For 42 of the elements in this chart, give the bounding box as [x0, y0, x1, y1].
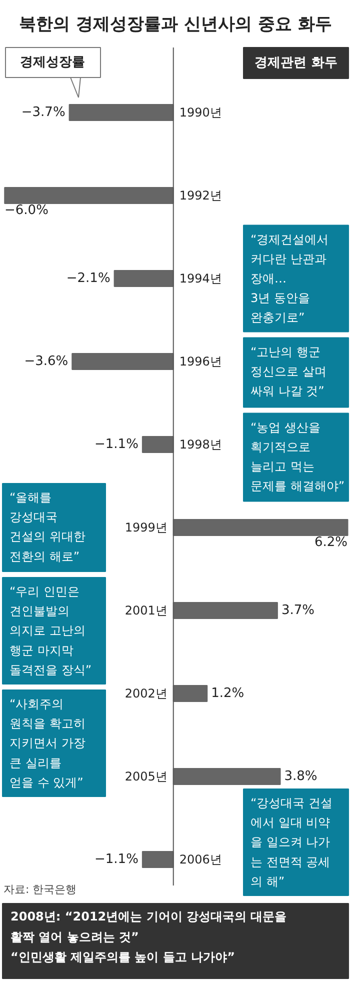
y-tick-label: 1990년: [179, 106, 222, 120]
y-tick-label: 2006년: [179, 852, 222, 866]
chart-title: 북한의 경제성장률과 신년사의 중요 화두: [19, 14, 332, 34]
data-label: −3.7%: [21, 105, 66, 120]
annotation: “올해를 강성대국 건설의 위대한 전환의 해로”: [10, 490, 86, 564]
bar: [72, 353, 174, 370]
annotation: 경제관련 화두: [254, 56, 338, 70]
data-label: −1.1%: [94, 437, 138, 452]
bar: [4, 187, 174, 204]
y-tick-label: 2001년: [124, 604, 168, 618]
y-tick-label: 1998년: [179, 438, 222, 452]
y-tick-label: 2002년: [124, 686, 168, 700]
annotation: “농업 생산을 획기적으로 늘리고 먹는 문제를 해결해야”: [250, 420, 345, 494]
bar: [68, 104, 174, 121]
bar: [142, 436, 174, 453]
y-tick-label: 1992년: [179, 188, 222, 202]
bar: [114, 270, 174, 287]
bar: [172, 519, 348, 536]
data-label: −6.0%: [4, 203, 48, 218]
text: 2008년: “2012년에는 기어이 강성대국의 대문을 활짝 열어 놓으려는 것” “인민생활 제일주의를 높이 들고 나가야”: [10, 910, 287, 964]
annotation: “고난의 행군 정신으로 살며 싸워 나갈 것”: [250, 344, 326, 398]
annotation: “강성대국 건설 에서 일대 비약 을 일으켜 나가 는 전면적 공세 의 해”: [250, 796, 333, 888]
y-tick-label: 1994년: [179, 272, 222, 286]
annotation: “우리 인민은 견인불발의 의지로 고난의 행군 마지막 돌격전을 장식”: [10, 584, 92, 677]
annotation: 자료: 한국은행: [4, 883, 77, 896]
annotation: “경제건설에서 커다란 난관과 장애… 3년 동안을 완충기로”: [250, 232, 329, 325]
bar: [172, 768, 281, 785]
data-label: −2.1%: [66, 271, 110, 286]
y-tick-label: 1999년: [124, 520, 168, 534]
text: 경제성장률: [20, 55, 85, 70]
y-tick-label: 1996년: [179, 354, 222, 368]
bar: [172, 685, 208, 702]
data-label: 3.7%: [281, 603, 314, 618]
data-label: 3.8%: [284, 769, 318, 784]
bar: [172, 602, 278, 619]
data-label: −3.6%: [24, 354, 68, 369]
data-label: −1.1%: [94, 852, 138, 867]
data-label: 1.2%: [211, 686, 244, 701]
y-tick-label: 2005년: [124, 770, 168, 784]
data-label: 6.2%: [314, 535, 348, 550]
bar: [142, 851, 174, 868]
annotation: “사회주의 원칙을 확고히 지키면서 가장 큰 실리를 얻을 수 있게”: [10, 697, 86, 790]
